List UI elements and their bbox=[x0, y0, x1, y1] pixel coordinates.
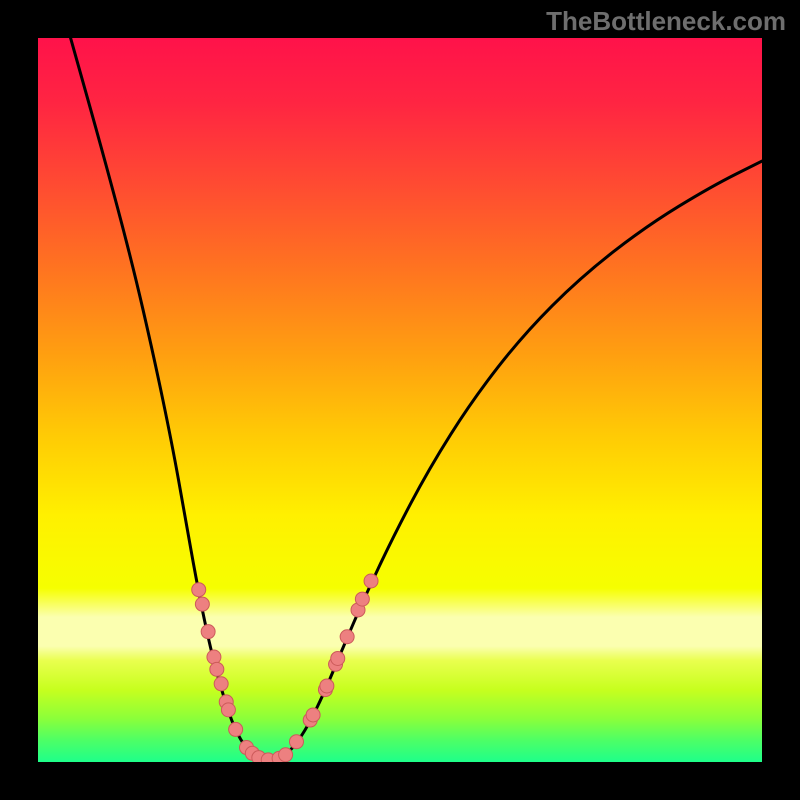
data-point bbox=[192, 583, 206, 597]
data-point bbox=[306, 708, 320, 722]
data-point bbox=[320, 679, 334, 693]
plot-svg bbox=[38, 38, 762, 762]
data-point bbox=[201, 625, 215, 639]
plot-area bbox=[38, 38, 762, 762]
data-point bbox=[364, 574, 378, 588]
gradient-background bbox=[38, 38, 762, 762]
data-point bbox=[210, 662, 224, 676]
data-point bbox=[355, 592, 369, 606]
data-point bbox=[229, 722, 243, 736]
data-point bbox=[289, 735, 303, 749]
chart-root: TheBottleneck.com bbox=[0, 0, 800, 800]
data-point bbox=[214, 677, 228, 691]
watermark-text: TheBottleneck.com bbox=[546, 6, 786, 37]
data-point bbox=[279, 748, 293, 762]
data-point bbox=[207, 650, 221, 664]
data-point bbox=[195, 597, 209, 611]
data-point bbox=[331, 651, 345, 665]
data-point bbox=[221, 703, 235, 717]
data-point bbox=[340, 630, 354, 644]
